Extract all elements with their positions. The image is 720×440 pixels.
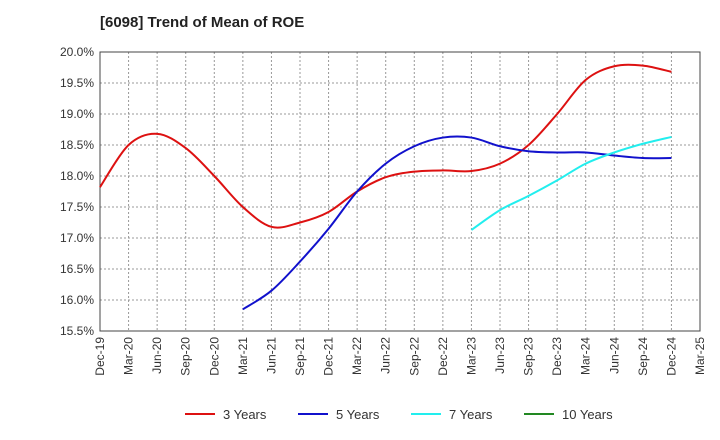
x-tick-label: Jun-22 — [379, 337, 393, 374]
x-tick-label: Mar-20 — [122, 337, 136, 375]
series-line-5-years — [242, 135, 672, 311]
x-tick-label: Sep-20 — [179, 337, 193, 376]
x-tick-label: Dec-23 — [550, 337, 564, 376]
x-tick-label: Dec-20 — [207, 337, 221, 376]
y-tick-label: 16.5% — [60, 262, 94, 276]
x-tick-label: Dec-19 — [93, 337, 107, 376]
x-tick-label: Sep-22 — [407, 337, 421, 376]
y-tick-label: 17.0% — [60, 231, 94, 245]
x-tick-label: Jun-20 — [150, 337, 164, 374]
x-tick-label: Mar-21 — [236, 337, 250, 375]
x-tick-label: Mar-22 — [350, 337, 364, 375]
y-tick-label: 17.5% — [60, 200, 94, 214]
x-tick-label: Dec-24 — [664, 337, 678, 376]
legend-item-10-years: 10 Years — [524, 407, 613, 422]
legend-label: 3 Years — [223, 407, 267, 422]
x-tick-label: Dec-22 — [436, 337, 450, 376]
plot-border — [99, 51, 701, 332]
y-tick-label: 19.0% — [60, 107, 94, 121]
x-tick-label: Mar-23 — [464, 337, 478, 375]
axis-layer: 20.0% 19.5% 19.0% 18.5% 18.0% 17.5% 17.0% 16.5%… — [60, 45, 707, 376]
legend-label: 10 Years — [562, 407, 613, 422]
x-tick-label: Jun-23 — [493, 337, 507, 374]
y-tick-label: 16.0% — [60, 293, 94, 307]
x-tick-label: Sep-23 — [522, 337, 536, 376]
legend-item-7-years: 7 Years — [411, 407, 493, 422]
legend-label: 7 Years — [449, 407, 493, 422]
chart-title: [6098] Trend of Mean of ROE — [100, 14, 305, 31]
x-tick-label: Sep-24 — [636, 337, 650, 376]
y-tick-label: 20.0% — [60, 45, 94, 59]
y-tick-label: 18.5% — [60, 138, 94, 152]
series-layer — [99, 63, 672, 311]
y-tick-label: 18.0% — [60, 169, 94, 183]
y-tick-label: 19.5% — [60, 76, 94, 90]
x-tick-label: Mar-25 — [693, 337, 707, 375]
grid-layer — [99, 51, 701, 332]
x-tick-label: Dec-21 — [322, 337, 336, 376]
x-tick-label: Sep-21 — [293, 337, 307, 376]
plot-background — [100, 52, 700, 331]
x-tick-label: Jun-24 — [607, 337, 621, 374]
legend-item-5-years: 5 Years — [298, 407, 380, 422]
legend-item-3-years: 3 Years — [185, 407, 267, 422]
x-tick-label: Mar-24 — [579, 337, 593, 375]
x-tick-label: Jun-21 — [264, 337, 278, 374]
series-line-7-years — [470, 135, 672, 231]
legend-label: 5 Years — [336, 407, 380, 422]
legend: 3 Years 5 Years 7 Years 10 Years — [185, 407, 613, 422]
y-tick-label: 15.5% — [60, 324, 94, 338]
series-line-3-years — [99, 63, 672, 229]
